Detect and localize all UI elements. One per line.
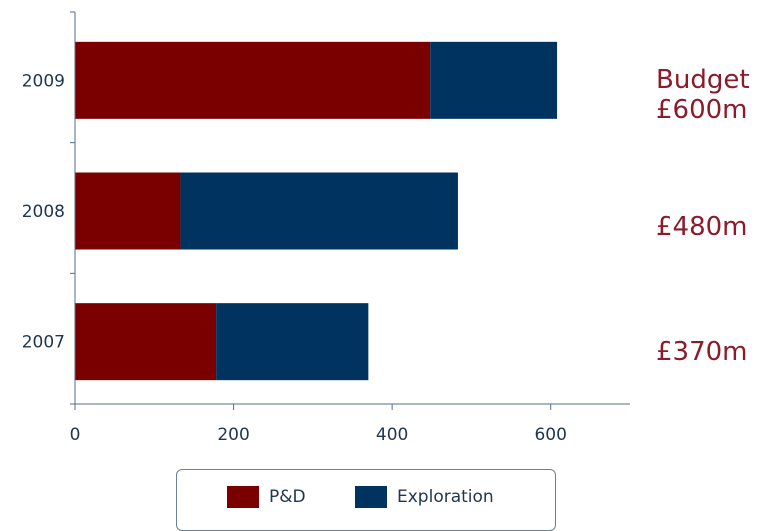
legend-label-pd: P&D — [269, 487, 306, 507]
annotation-2007-line-1: £370m — [656, 337, 748, 367]
legend-swatch-pd — [227, 486, 259, 508]
x-tick-label-600: 600 — [534, 425, 566, 445]
y-tick-label-2008: 2008 — [22, 202, 65, 222]
bar-2007-pd — [75, 303, 217, 381]
annotation-2008: £480m — [656, 212, 748, 242]
y-tick-label-2009: 2009 — [22, 71, 65, 91]
bar-2009-exploration — [430, 41, 558, 119]
bar-2009-pd — [75, 41, 431, 119]
legend-item-exploration: Exploration — [355, 486, 494, 508]
legend-swatch-exploration — [355, 486, 387, 508]
bar-2007-exploration — [216, 303, 369, 381]
x-tick-label-400: 400 — [376, 425, 408, 445]
bar-2008-pd — [75, 172, 181, 250]
annotation-2009-line-2: £600m — [656, 95, 748, 125]
legend: P&D Exploration — [176, 469, 556, 531]
annotation-2008-line-1: £480m — [656, 212, 748, 242]
chart-plot: 2009 2008 2007 0 200 400 600 — [22, 11, 630, 445]
legend-label-exploration: Exploration — [397, 487, 494, 507]
annotation-2009-line-1: Budget — [656, 65, 750, 95]
x-tick-label-0: 0 — [70, 425, 81, 445]
annotation-2009: Budget £600m — [656, 65, 750, 125]
legend-item-pd: P&D — [227, 486, 306, 508]
y-tick-label-2007: 2007 — [22, 333, 65, 353]
x-tick-label-200: 200 — [217, 425, 249, 445]
annotation-2007: £370m — [656, 337, 748, 367]
bar-2008-exploration — [180, 172, 458, 250]
